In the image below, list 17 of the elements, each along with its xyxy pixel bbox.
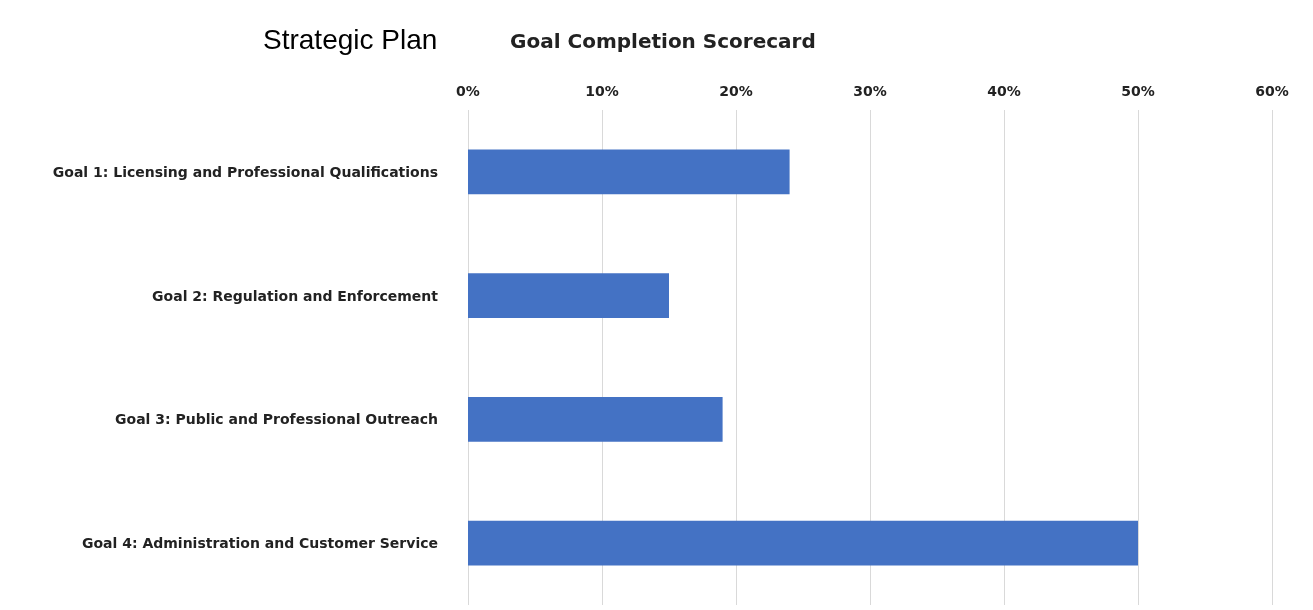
y-tick-label: Goal 1: Licensing and Professional Qualifications xyxy=(52,163,438,180)
bar xyxy=(468,397,723,442)
x-tick-label: 30% xyxy=(853,83,887,99)
x-tick-label: 20% xyxy=(719,83,753,99)
y-tick-label: Goal 3: Public and Professional Outreach xyxy=(115,411,438,428)
x-tick-label: 40% xyxy=(987,83,1021,99)
chart-subtitle: Goal Completion Scorecard xyxy=(510,29,816,53)
x-tick-label: 10% xyxy=(585,83,619,99)
x-tick-label: 0% xyxy=(456,83,480,99)
y-tick-label: Goal 2: Regulation and Enforcement xyxy=(152,287,439,304)
bar xyxy=(468,273,669,318)
bar xyxy=(468,520,1138,566)
x-tick-label: 50% xyxy=(1121,83,1155,99)
bar xyxy=(468,149,790,195)
y-tick-label: Goal 4: Administration and Customer Service xyxy=(81,535,438,552)
x-tick-label: 60% xyxy=(1255,83,1289,99)
chart-title: Strategic Plan xyxy=(263,23,438,55)
